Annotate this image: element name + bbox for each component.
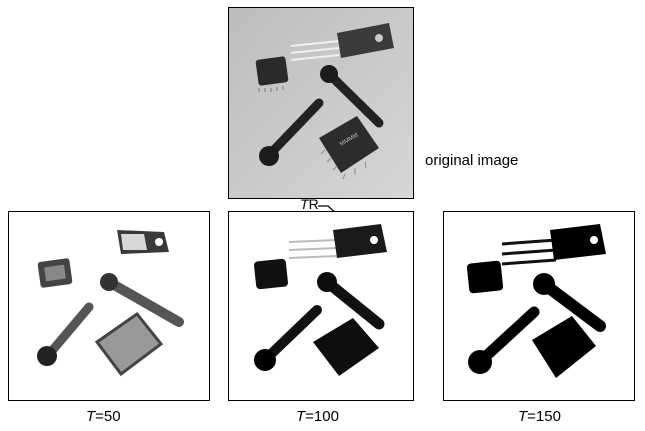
- threshold-100-value: =100: [305, 408, 339, 425]
- threshold-50-image: [8, 211, 210, 401]
- threshold-150-t: T: [518, 408, 528, 425]
- threshold-50-value: =50: [95, 408, 121, 425]
- original-image-svg: MMMM: [229, 8, 413, 198]
- threshold-150-image: [443, 211, 635, 401]
- threshold-100-svg: [229, 212, 413, 400]
- big-chip-shape: MMMM: [319, 116, 379, 180]
- small-chip-shape: [255, 56, 289, 92]
- threshold-100-t: T: [296, 408, 306, 425]
- original-image: MMMM: [228, 7, 414, 199]
- tr-annotation: TR: [300, 196, 319, 212]
- threshold-150-label: T=150: [518, 409, 561, 425]
- threshold-100-label: T=100: [296, 409, 339, 425]
- threshold-50-label: T=50: [86, 409, 121, 425]
- original-image-label: original image: [425, 152, 519, 169]
- threshold-150-svg: [444, 212, 634, 400]
- upper-screw-shape: [320, 65, 384, 128]
- threshold-50-svg: [9, 212, 209, 400]
- tr-annotation-t: T: [300, 196, 309, 212]
- threshold-150-value: =150: [527, 408, 561, 425]
- lower-screw-shape: [259, 98, 324, 166]
- transistor-shape: [290, 23, 394, 61]
- tr-annotation-r: R: [308, 196, 319, 212]
- threshold-50-t: T: [86, 408, 96, 425]
- threshold-100-image: [228, 211, 414, 401]
